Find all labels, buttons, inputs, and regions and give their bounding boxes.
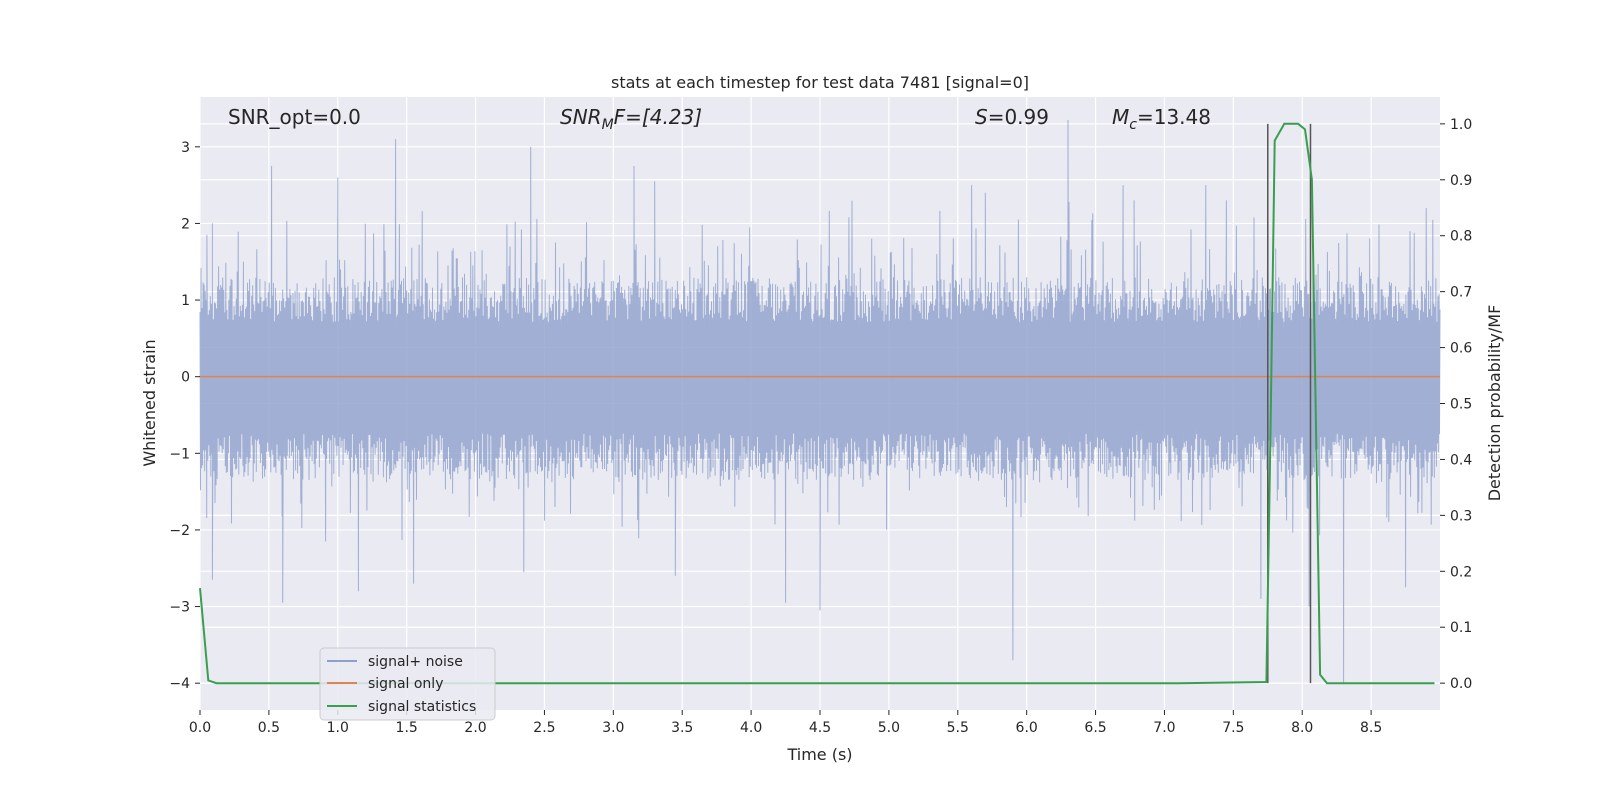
s-value: =0.99	[988, 105, 1049, 129]
snr-mf-symbol: SNR	[560, 105, 602, 129]
s-symbol: S	[975, 105, 988, 129]
y2-tick-label: 0.9	[1450, 173, 1472, 189]
chart-title: stats at each timestep for test data 748…	[611, 73, 1029, 92]
x-tick-label: 6.0	[1016, 720, 1038, 736]
x-tick-label: 1.5	[396, 720, 418, 736]
y2-tick-label: 0.7	[1450, 285, 1472, 301]
x-tick-label: 8.0	[1291, 720, 1313, 736]
y-tick-label: −3	[169, 600, 190, 616]
x-tick-label: 3.5	[671, 720, 693, 736]
legend-label-signal-statistics: signal statistics	[368, 699, 476, 715]
x-tick-label: 3.0	[602, 720, 624, 736]
lines-layer	[199, 122, 1440, 685]
x-tick-label: 0.5	[258, 720, 280, 736]
mc-symbol: M	[1112, 105, 1129, 129]
legend-label-signal-only: signal only	[368, 676, 443, 692]
y-axis-label: Whitened strain	[140, 339, 159, 466]
y2-axis-label: Detection probability/MF	[1485, 305, 1504, 502]
mc-subscript: c	[1129, 117, 1137, 133]
y2-tick-label: 0.0	[1450, 676, 1472, 692]
axes-layer: 0.0 0.5 1.0 1.5 2.0 2.5 3.0 3.5 4.0 4.5 5.0 5.5 6.0 6…	[169, 117, 1472, 736]
x-tick-label: 6.5	[1084, 720, 1106, 736]
snr-mf-value: F=[4.23]	[614, 105, 702, 129]
signal-plus-noise-layer	[199, 119, 1441, 684]
x-tick-label: 2.0	[464, 720, 486, 736]
annotation-snr-opt: SNR_opt=0.0	[228, 105, 361, 129]
y2-tick-label: 0.6	[1450, 341, 1472, 357]
x-tick-label: 7.0	[1153, 720, 1175, 736]
x-tick-label: 5.0	[878, 720, 900, 736]
y2-tick-label: 0.1	[1450, 620, 1472, 636]
y-tick-label: 3	[181, 140, 190, 156]
y-tick-label: −2	[169, 523, 190, 539]
x-tick-label: 5.5	[947, 720, 969, 736]
y-tick-label: 1	[181, 293, 190, 309]
x-tick-label: 1.0	[327, 720, 349, 736]
y2-tick-label: 0.3	[1450, 508, 1472, 524]
annotation-mc: Mc=13.48	[1112, 105, 1211, 133]
series-signal-plus-noise	[199, 119, 1441, 684]
y2-tick-label: 0.5	[1450, 397, 1472, 413]
snr-mf-subscript: M	[602, 117, 614, 133]
x-tick-label: 2.5	[533, 720, 555, 736]
y-tick-label: −4	[169, 676, 190, 692]
y-tick-label: −1	[169, 446, 190, 462]
x-tick-label: 4.0	[740, 720, 762, 736]
x-tick-label: 0.0	[189, 720, 211, 736]
y2-tick-label: 0.2	[1450, 564, 1472, 580]
y-tick-label: 2	[181, 216, 190, 232]
x-tick-label: 7.5	[1222, 720, 1244, 736]
y-tick-label: 0	[181, 370, 190, 386]
x-axis-label: Time (s)	[786, 745, 852, 764]
mc-value: =13.48	[1137, 105, 1211, 129]
annotation-s: S=0.99	[975, 105, 1049, 129]
legend: signal+ noise signal only signal statist…	[319, 647, 496, 721]
x-tick-label: 4.5	[809, 720, 831, 736]
y2-tick-label: 1.0	[1450, 117, 1472, 133]
y2-tick-label: 0.4	[1450, 452, 1472, 468]
annotation-snr-mf: SNRMF=[4.23]	[560, 105, 702, 133]
x-tick-label: 8.5	[1360, 720, 1382, 736]
y2-tick-label: 0.8	[1450, 229, 1472, 245]
legend-box	[319, 647, 496, 721]
legend-label-signal-noise: signal+ noise	[368, 654, 463, 670]
